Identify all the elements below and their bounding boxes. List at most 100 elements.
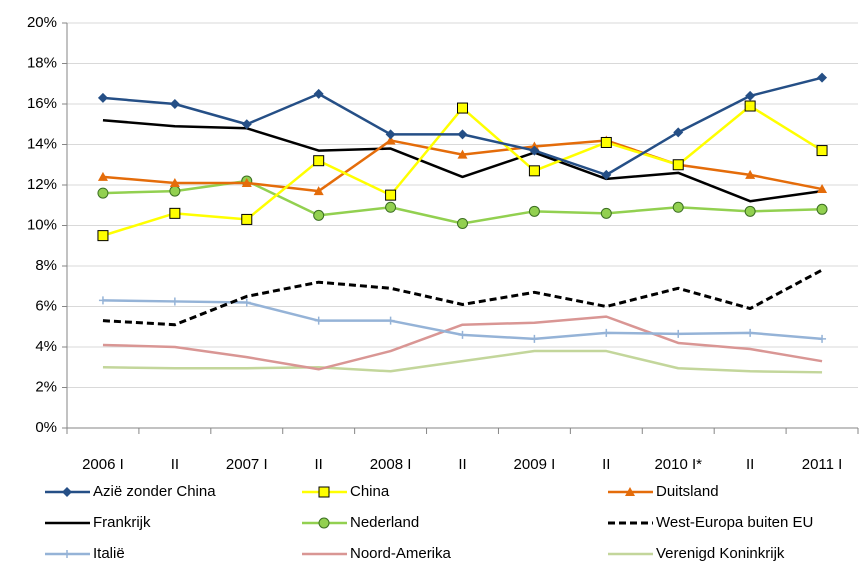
marker [62, 487, 72, 497]
legend-label: Noord-Amerika [350, 545, 452, 562]
series [98, 296, 827, 343]
x-tick-label: II [315, 456, 323, 473]
marker [817, 72, 828, 83]
marker [241, 213, 253, 225]
y-tick-label: 20% [27, 14, 57, 31]
series [102, 268, 823, 327]
marker [170, 297, 179, 306]
x-tick-label: 2006 I [82, 456, 124, 473]
marker [385, 189, 397, 201]
x-tick-label: II [458, 456, 466, 473]
y-tick-label: 18% [27, 54, 57, 71]
x-tick-label: 2011 I [802, 456, 843, 473]
y-tick-label: 14% [27, 135, 57, 152]
series [97, 100, 828, 242]
series-line [102, 349, 823, 374]
legend-label: Frankrijk [93, 514, 151, 531]
series-line [102, 139, 823, 193]
x-tick-label: 2008 I [370, 456, 412, 473]
marker [528, 165, 540, 177]
y-tick-label: 10% [27, 216, 57, 233]
marker [600, 207, 612, 219]
marker [169, 185, 181, 197]
marker [529, 145, 540, 156]
marker [169, 207, 181, 219]
marker [241, 119, 252, 130]
marker [457, 217, 468, 229]
marker [318, 517, 330, 529]
marker [818, 334, 827, 343]
marker [385, 201, 397, 213]
x-tick-label: II [171, 456, 179, 473]
marker [169, 99, 180, 109]
marker [385, 129, 396, 140]
marker [97, 230, 109, 242]
y-tick-label: 0% [35, 419, 57, 436]
y-tick-label: 6% [35, 297, 57, 314]
marker [673, 127, 684, 138]
y-tick-label: 12% [27, 176, 57, 193]
x-tick-label: 2010 I* [654, 456, 702, 473]
marker [816, 145, 828, 157]
marker [97, 171, 108, 181]
marker [386, 316, 395, 325]
legend-label: West-Europa buiten EU [656, 514, 813, 531]
marker [313, 88, 324, 99]
marker [241, 177, 252, 187]
marker [385, 135, 396, 145]
marker [457, 102, 468, 114]
y-tick-label: 8% [35, 257, 57, 274]
marker [672, 159, 684, 171]
legend-label: Azië zonder China [93, 483, 216, 500]
marker [530, 334, 539, 343]
y-tick-label: 16% [27, 95, 57, 112]
legend-label: Nederland [350, 514, 419, 531]
marker [745, 169, 756, 179]
marker [98, 296, 107, 305]
marker [744, 205, 756, 217]
series [102, 118, 823, 203]
y-tick-label: 2% [35, 378, 57, 395]
legend-label: China [350, 483, 390, 500]
legend-label: Italië [93, 545, 125, 562]
marker [816, 203, 828, 215]
marker [674, 329, 683, 338]
marker [744, 100, 756, 112]
marker [313, 155, 325, 167]
marker [97, 187, 109, 199]
marker [817, 184, 828, 194]
marker [457, 149, 468, 159]
series-line [102, 315, 823, 371]
x-tick-label: 2009 I [514, 456, 556, 473]
legend-label: Duitsland [656, 483, 719, 500]
marker [528, 205, 540, 217]
x-tick-label: II [602, 456, 610, 473]
marker [97, 92, 108, 103]
marker [169, 177, 180, 187]
marker [746, 328, 755, 337]
series [102, 349, 823, 374]
marker [242, 298, 251, 307]
series-line [102, 268, 823, 327]
marker [602, 328, 611, 337]
legend-label: Verenigd Koninkrijk [656, 545, 785, 562]
marker [313, 209, 325, 221]
series [102, 315, 823, 371]
marker [313, 186, 324, 196]
x-tick-label: 2007 I [226, 456, 268, 473]
marker [458, 330, 467, 339]
marker [745, 90, 756, 101]
marker [672, 201, 684, 213]
series [97, 72, 828, 180]
marker [601, 169, 612, 180]
marker [625, 487, 635, 496]
marker [600, 136, 612, 148]
marker [63, 550, 71, 558]
marker [314, 316, 323, 325]
y-tick-label: 4% [35, 338, 57, 355]
series-line [102, 118, 823, 203]
x-tick-label: II [746, 456, 754, 473]
marker [457, 129, 468, 140]
marker [318, 486, 330, 498]
